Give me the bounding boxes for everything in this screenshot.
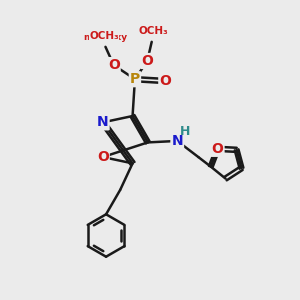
Text: O: O xyxy=(159,74,171,88)
Text: O: O xyxy=(141,54,153,68)
Text: methoxy: methoxy xyxy=(83,32,128,41)
Text: H: H xyxy=(180,125,191,138)
Text: O: O xyxy=(212,142,224,156)
Text: OCH₃: OCH₃ xyxy=(89,31,119,41)
Text: OCH₃: OCH₃ xyxy=(138,26,168,36)
Text: N: N xyxy=(97,116,109,129)
Text: O: O xyxy=(108,58,120,72)
Text: N: N xyxy=(171,134,183,148)
Text: P: P xyxy=(130,72,140,86)
Text: O: O xyxy=(97,150,109,164)
